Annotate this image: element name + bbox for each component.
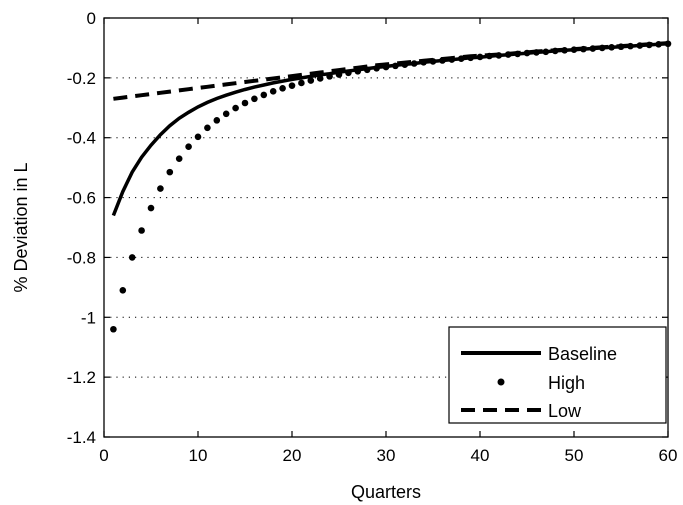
data-point-high (645, 41, 653, 49)
data-point-high (476, 53, 484, 61)
data-point-high (345, 69, 352, 77)
data-point-high (157, 185, 164, 192)
data-point-high (598, 44, 606, 52)
data-point-high (448, 56, 456, 63)
axis-ticks: 0-0.2-0.4-0.6-0.8-1-1.2-1.40 10 20 30 40 50 60 (67, 9, 678, 465)
data-point-high (382, 63, 390, 71)
data-point-high (542, 48, 550, 56)
data-point-high (241, 99, 249, 107)
data-point-high (467, 54, 474, 62)
data-point-high (298, 79, 305, 87)
data-point-high (147, 204, 155, 212)
y-tick-label: -0.8 (67, 248, 96, 267)
x-tick-label: 20 (283, 446, 302, 465)
data-point-high (316, 75, 324, 82)
data-point-high (269, 88, 277, 95)
data-point-high (401, 61, 409, 68)
data-point-high (514, 50, 521, 58)
data-point-high (627, 42, 634, 50)
y-tick-label: -0.2 (67, 69, 96, 88)
data-point-high (279, 85, 286, 92)
y-tick-label: -1.4 (67, 428, 96, 447)
data-point-high (213, 117, 221, 124)
data-point-high (655, 41, 662, 48)
data-point-high (354, 67, 362, 75)
y-tick-label: -0.6 (67, 189, 96, 208)
data-point-high (392, 62, 399, 70)
data-point-high (551, 47, 559, 55)
data-point-high (260, 91, 268, 99)
legend-label: Low (548, 401, 582, 421)
data-point-high (439, 57, 446, 64)
plot-series (110, 40, 672, 333)
data-point-high (373, 64, 380, 72)
data-point-high (185, 143, 192, 150)
y-tick-label: -1 (81, 308, 96, 327)
x-tick-label: 30 (377, 446, 396, 465)
legend-label: High (548, 373, 585, 393)
x-tick-label: 0 (99, 446, 108, 465)
data-point-high (222, 110, 230, 118)
series-points-high (110, 40, 672, 333)
data-point-high (194, 133, 202, 141)
data-point-high (608, 44, 615, 51)
x-tick-label: 50 (565, 446, 584, 465)
data-point-high (110, 325, 117, 333)
x-tick-label: 10 (189, 446, 208, 465)
data-point-high (363, 66, 371, 74)
data-point-high (175, 155, 183, 162)
data-point-high (561, 47, 568, 54)
data-point-high (326, 73, 333, 80)
data-point-high (580, 45, 587, 53)
data-point-high (495, 52, 503, 59)
data-point-high (589, 45, 597, 52)
data-point-high (523, 49, 531, 57)
data-point-high (288, 82, 296, 89)
data-point-high (420, 58, 427, 66)
y-axis-title: % Deviation in L (11, 162, 31, 292)
data-point-high (251, 95, 258, 103)
data-point-high (232, 104, 239, 112)
data-point-high (166, 168, 174, 176)
x-axis-title: Quarters (351, 482, 421, 502)
data-point-high (204, 124, 211, 132)
data-point-high (617, 43, 625, 51)
data-point-high (504, 51, 512, 58)
legend-swatch-high (497, 378, 505, 386)
series-line-baseline (111, 41, 669, 217)
y-tick-label: 0 (87, 9, 96, 28)
data-point-high (335, 71, 343, 78)
x-tick-label: 40 (471, 446, 490, 465)
data-point-high (486, 52, 493, 60)
data-point-high (410, 60, 418, 67)
data-point-high (307, 77, 315, 84)
y-tick-label: -1.2 (67, 368, 96, 387)
data-point-high (457, 55, 465, 63)
y-tick-label: -0.4 (67, 129, 96, 148)
data-point-high (429, 58, 437, 65)
data-point-high (119, 287, 127, 294)
x-tick-label: 60 (659, 446, 678, 465)
data-point-high (128, 254, 136, 261)
data-point-high (570, 46, 578, 54)
data-point-high (636, 42, 644, 49)
data-point-high (533, 49, 540, 56)
legend: Baseline High Low (448, 326, 667, 424)
legend-box (448, 326, 667, 424)
data-point-high (138, 227, 145, 234)
legend-label: Baseline (548, 344, 617, 364)
